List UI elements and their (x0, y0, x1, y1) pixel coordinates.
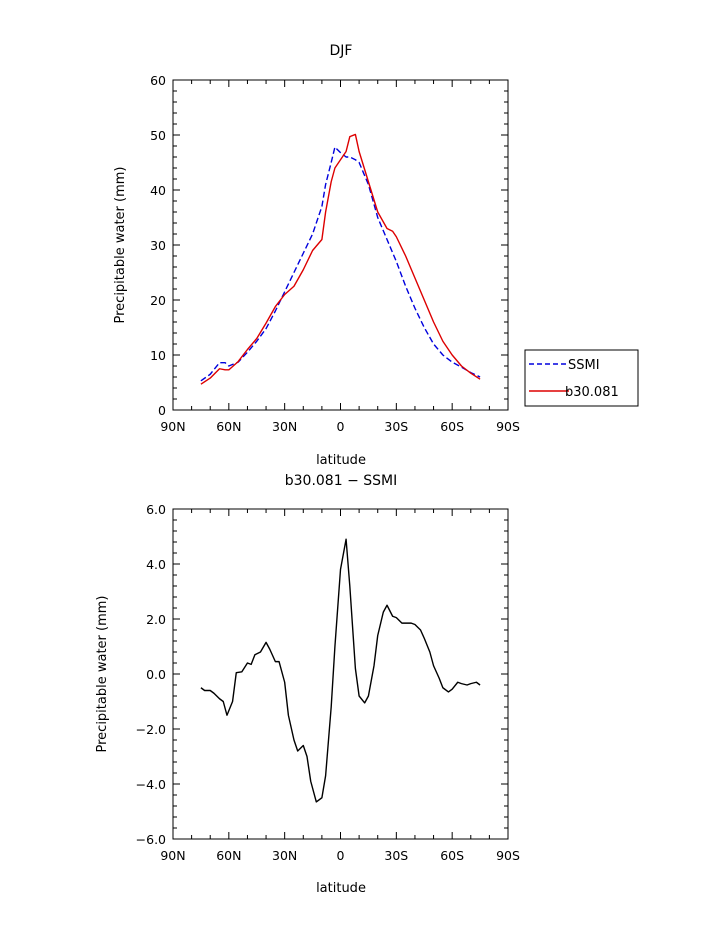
bottom-x-tick-label: 60N (216, 848, 241, 863)
bottom-chart-title: b30.081 − SSMI (285, 473, 398, 489)
top-y-tick-label: 0 (158, 403, 166, 418)
top-x-axis-label: latitude (316, 453, 366, 468)
bottom-plot-frame (172, 508, 509, 840)
bottom-x-tick-label: 60S (440, 848, 464, 863)
top-y-tick-label: 10 (150, 348, 166, 363)
bottom-x-tick-label: 0 (337, 848, 345, 863)
top-x-tick-label: 30S (384, 419, 408, 434)
bottom-y-tick-label: −6.0 (136, 832, 166, 847)
top-chart-series (200, 133, 481, 385)
legend-label-ssmi: SSMI (568, 358, 600, 373)
legend-label-b30: b30.081 (565, 385, 619, 400)
top-series-line-ssmi (200, 146, 481, 382)
top-x-tick-label: 30N (272, 419, 297, 434)
bottom-y-tick-label: 4.0 (146, 557, 166, 572)
top-y-tick-label: 50 (150, 128, 166, 143)
legend-box (524, 349, 639, 407)
bottom-chart-series (200, 538, 481, 803)
top-chart-title: DJF (330, 43, 353, 59)
bottom-chart-ticks: 90N 60N 30N 0 30S 60S 90S −6.0 −4.0 −2.0 0.0 2.0 4.0… (136, 502, 520, 863)
top-x-tick-label: 60N (216, 419, 241, 434)
top-chart-ticks: 90N 60N 30N 0 30S 60S 90S 0 10 20 30 40 50 60 (150, 73, 520, 434)
top-chart-legend: SSMI b30.081 (524, 349, 639, 407)
top-chart-panel: DJF 90N 60N 30N 0 30S 60S 90S 0 10 20 30 40 50 60 lat… (113, 43, 639, 468)
top-y-tick-label: 60 (150, 73, 166, 88)
bottom-y-tick-label: 6.0 (146, 502, 166, 517)
bottom-series-line-0 (200, 538, 481, 803)
top-y-axis-label: Precipitable water (mm) (113, 167, 128, 324)
bottom-x-tick-label: 30S (384, 848, 408, 863)
top-x-tick-label: 90S (496, 419, 520, 434)
bottom-y-axis-label: Precipitable water (mm) (95, 596, 110, 753)
bottom-chart-panel: b30.081 − SSMI 90N 60N 30N 0 30S 60S 90S −6.0 −4… (95, 473, 520, 896)
top-y-tick-label: 30 (150, 238, 166, 253)
bottom-y-tick-label: −4.0 (136, 777, 166, 792)
top-y-tick-label: 40 (150, 183, 166, 198)
bottom-x-tick-label: 90N (160, 848, 185, 863)
bottom-y-tick-label: 2.0 (146, 612, 166, 627)
top-x-tick-label: 90N (160, 419, 185, 434)
bottom-y-tick-label: −2.0 (136, 722, 166, 737)
bottom-y-tick-label: 0.0 (146, 667, 166, 682)
top-x-tick-label: 0 (337, 419, 345, 434)
top-series-line-b30-081 (200, 133, 481, 385)
top-x-tick-label: 60S (440, 419, 464, 434)
bottom-x-tick-label: 90S (496, 848, 520, 863)
bottom-x-axis-label: latitude (316, 881, 366, 896)
top-y-tick-label: 20 (150, 293, 166, 308)
top-plot-frame (172, 79, 509, 411)
bottom-x-tick-label: 30N (272, 848, 297, 863)
